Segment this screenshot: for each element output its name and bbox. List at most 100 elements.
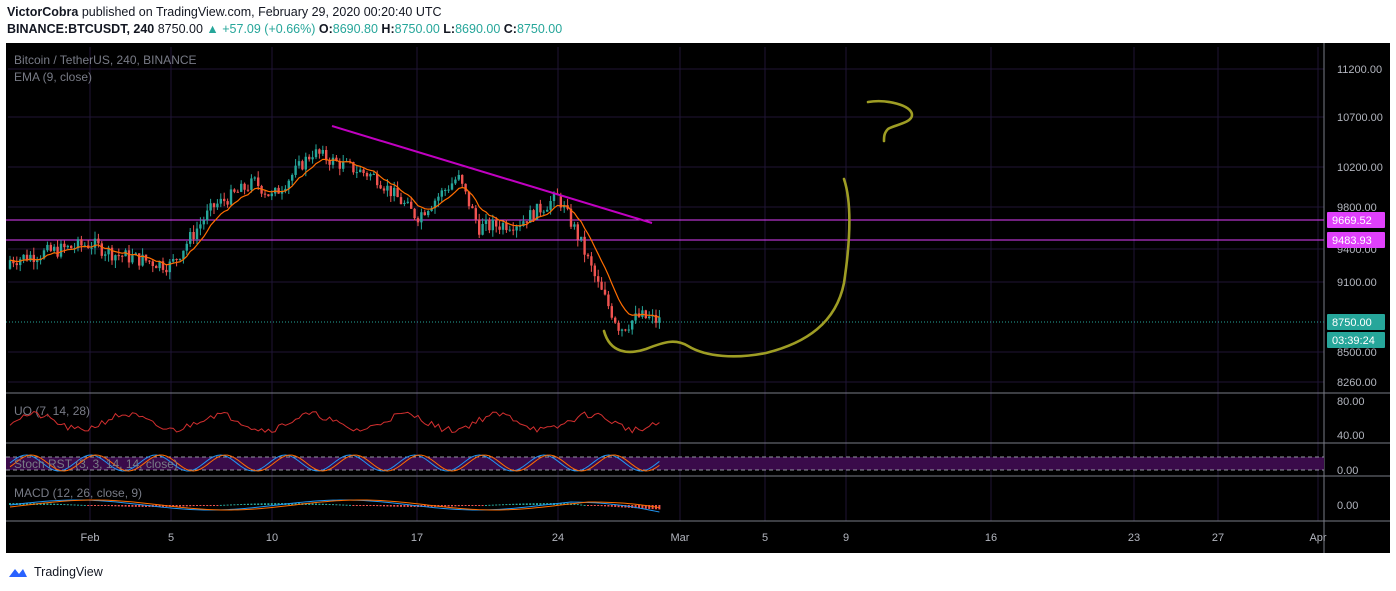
candle-body	[328, 160, 331, 165]
macd-histogram-bar	[502, 504, 504, 506]
macd-histogram-bar	[257, 503, 260, 505]
macd-histogram-bar	[604, 505, 606, 507]
macd-histogram-bar	[644, 505, 647, 509]
candle-body	[49, 244, 52, 251]
macd-histogram-bar	[410, 505, 413, 507]
macd-histogram-bar	[46, 503, 49, 505]
candle-body	[90, 247, 93, 249]
candle-body	[505, 222, 508, 231]
candle-body	[314, 149, 318, 158]
macd-histogram-bar	[389, 505, 392, 507]
candle-body	[631, 320, 634, 330]
macd-histogram-bar	[481, 505, 484, 506]
candle-body	[63, 243, 66, 248]
candle-body	[110, 247, 114, 261]
candle-body	[229, 189, 233, 205]
macd-histogram-bar	[97, 505, 100, 506]
macd-histogram-bar	[454, 505, 457, 507]
candle-body	[590, 256, 593, 266]
candle-body	[359, 169, 362, 173]
candle-body	[522, 221, 525, 227]
macd-histogram-bar	[376, 505, 379, 507]
macd-histogram-bar	[80, 504, 83, 506]
macd-histogram-bar	[66, 504, 69, 506]
macd-histogram-bar	[461, 505, 464, 507]
author-name[interactable]: VictorCobra	[7, 5, 79, 19]
candle-body	[25, 254, 29, 261]
macd-histogram-bar	[189, 505, 192, 507]
macd-histogram-bar	[175, 505, 178, 507]
candle-body	[19, 259, 22, 266]
candle-body	[600, 281, 603, 290]
macd-histogram-bar	[413, 505, 416, 507]
open-value: 8690.80	[332, 22, 378, 36]
macd-line	[9, 499, 660, 513]
candle-body	[593, 265, 596, 277]
macd-histogram-bar	[539, 503, 542, 505]
candle-body	[297, 161, 301, 166]
macd-histogram-bar	[26, 503, 28, 505]
candle-body	[76, 239, 80, 249]
macd-histogram-bar	[9, 503, 11, 505]
candle-body	[399, 197, 403, 205]
macd-histogram-bar	[617, 505, 620, 508]
candle-body	[138, 253, 141, 266]
macd-histogram-bar	[230, 504, 232, 506]
macd-histogram-bar	[77, 504, 79, 506]
candle-body	[454, 179, 457, 184]
candle-body	[202, 220, 205, 225]
candle-body	[46, 244, 49, 251]
candle-body	[117, 255, 120, 257]
candle-body	[488, 219, 491, 231]
date-axis-label: 23	[1128, 532, 1140, 544]
close-value: 8750.00	[516, 22, 563, 36]
macd-histogram-bar	[199, 505, 202, 506]
last-price-tag-bg	[1327, 314, 1385, 330]
candle-body	[614, 317, 617, 323]
macd-histogram-bar	[536, 503, 538, 505]
candle-body	[498, 226, 501, 230]
candle-body	[233, 189, 236, 192]
candle-body	[325, 149, 328, 161]
date-axis-label: 17	[411, 532, 423, 544]
candle-body	[209, 203, 212, 211]
macd-histogram-bar	[83, 504, 86, 506]
candle-body	[294, 165, 297, 175]
macd-histogram-bar	[610, 505, 613, 507]
open-label: O:	[318, 22, 333, 36]
macd-histogram-bar	[223, 504, 226, 506]
candle-body	[433, 200, 437, 209]
high-label: H:	[381, 22, 395, 36]
macd-histogram-bar	[338, 504, 341, 506]
candle-body	[223, 198, 226, 202]
macd-histogram-bar	[162, 505, 164, 507]
macd-histogram-bar	[185, 505, 188, 507]
macd-histogram-bar	[250, 503, 253, 505]
macd-histogram-bar	[359, 505, 362, 506]
macd-histogram-bar	[522, 503, 525, 505]
candle-body	[178, 258, 182, 260]
macd-histogram-bar	[396, 505, 399, 507]
lower-level-tag-bg	[1327, 232, 1385, 248]
candle-body	[461, 174, 464, 184]
macd-histogram-bar	[519, 503, 521, 505]
macd-histogram-bar	[440, 505, 443, 507]
candle-body	[257, 177, 260, 186]
chart-panel[interactable]: Bitcoin / TetherUS, 240, BINANCE EMA (9, …	[6, 43, 1390, 553]
macd-histogram-bar	[182, 505, 185, 507]
macd-histogram-bar	[505, 504, 508, 506]
date-axis-label: 27	[1212, 532, 1224, 544]
macd-histogram-bar	[515, 503, 518, 505]
macd-histogram-bar	[104, 505, 107, 506]
candle-body	[495, 219, 498, 227]
macd-signal-line	[9, 499, 660, 511]
candle-body	[641, 310, 644, 317]
macd-histogram-bar	[621, 505, 623, 508]
candle-body	[427, 211, 430, 216]
price-chart[interactable]: Bitcoin / TetherUS, 240, BINANCE EMA (9, …	[6, 43, 1390, 553]
candle-body	[372, 173, 375, 175]
candle-body	[253, 177, 256, 179]
low-value: 8690.00	[455, 22, 501, 36]
symbol-label: BINANCE:BTCUSDT, 240	[7, 22, 155, 36]
candle-body	[29, 254, 32, 261]
